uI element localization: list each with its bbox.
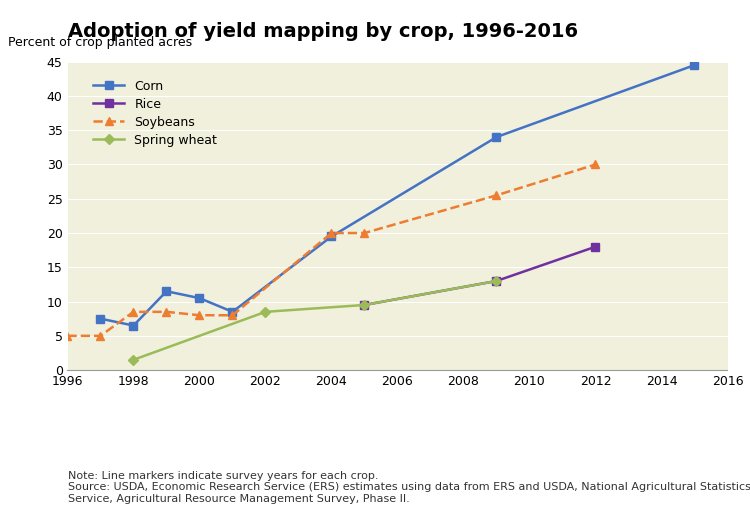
Corn <box>195 295 204 301</box>
Rice <box>591 244 600 250</box>
Corn <box>690 62 699 68</box>
Legend: Corn, Rice, Soybeans, Spring wheat: Corn, Rice, Soybeans, Spring wheat <box>87 74 224 154</box>
Soybeans <box>360 230 369 236</box>
Soybeans <box>162 309 171 315</box>
Line: Spring wheat: Spring wheat <box>130 278 500 363</box>
Spring wheat <box>360 302 369 308</box>
Soybeans <box>327 230 336 236</box>
Soybeans <box>63 333 72 339</box>
Text: Adoption of yield mapping by crop, 1996-2016: Adoption of yield mapping by crop, 1996-… <box>68 22 578 41</box>
Corn <box>162 288 171 295</box>
Line: Rice: Rice <box>360 243 600 309</box>
Spring wheat <box>129 357 138 363</box>
Rice <box>492 278 501 284</box>
Soybeans <box>228 312 237 318</box>
Spring wheat <box>492 278 501 284</box>
Line: Soybeans: Soybeans <box>63 160 600 340</box>
Text: Note: Line markers indicate survey years for each crop.
Source: USDA, Economic R: Note: Line markers indicate survey years… <box>68 470 750 504</box>
Soybeans <box>129 309 138 315</box>
Corn <box>228 309 237 315</box>
Spring wheat <box>261 309 270 315</box>
Line: Corn: Corn <box>96 61 699 329</box>
Rice <box>360 302 369 308</box>
Soybeans <box>492 192 501 198</box>
Soybeans <box>195 312 204 318</box>
Corn <box>96 316 105 322</box>
Text: Percent of crop planted acres: Percent of crop planted acres <box>8 36 192 49</box>
Soybeans <box>96 333 105 339</box>
Corn <box>327 233 336 240</box>
Corn <box>492 134 501 140</box>
Soybeans <box>591 161 600 168</box>
Corn <box>129 322 138 328</box>
